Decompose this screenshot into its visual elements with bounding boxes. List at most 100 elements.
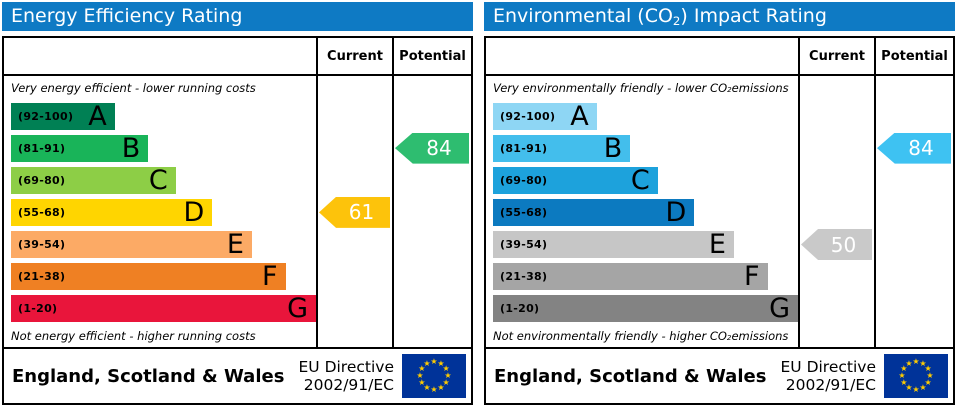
band-range-label: (69-80) — [18, 173, 66, 187]
flag-star: ★ — [898, 371, 906, 380]
rating-table: Current Potential Very energy efficient … — [2, 36, 473, 405]
band-row: (92-100) A — [493, 100, 798, 132]
band-row: (39-54) E — [493, 229, 798, 261]
band-letter: B — [121, 132, 141, 164]
band-row: (55-68) D — [11, 196, 316, 228]
flag-star: ★ — [912, 357, 920, 366]
band-letter: A — [570, 100, 589, 132]
current-rating-arrow: 61 — [319, 196, 390, 228]
band-letter: C — [630, 164, 650, 196]
top-caption-suffix: emissions — [731, 81, 789, 95]
rating-band-e: (39-54) E — [11, 229, 252, 261]
band-row: (81-91) B — [493, 132, 798, 164]
band-range-label: (21-38) — [18, 270, 66, 284]
bottom-caption-text: Not energy efficient - higher running co… — [11, 329, 256, 343]
rating-band-f: (21-38) F — [11, 261, 286, 293]
band-letter: C — [148, 164, 168, 196]
band-letter: B — [603, 132, 623, 164]
band-range-label: (69-80) — [500, 173, 548, 187]
panel-title: Environmental (CO2) Impact Rating — [484, 2, 955, 31]
rating-band-g: (1-20) G — [11, 295, 316, 323]
band-range-label: (39-54) — [18, 238, 66, 252]
potential-column-header: Potential — [392, 38, 471, 76]
eu-directive-label: EU Directive 2002/91/EC — [781, 358, 877, 395]
rating-band-a: (92-100) A — [11, 100, 115, 132]
rating-band-b: (81-91) B — [493, 132, 631, 164]
band-row: (69-80) C — [493, 164, 798, 196]
band-range-label: (92-100) — [500, 109, 556, 123]
band-range-label: (1-20) — [18, 302, 58, 316]
top-caption-text: Very energy efficient - lower running co… — [11, 81, 256, 95]
band-row: (21-38) F — [11, 261, 316, 293]
potential-rating-arrow: 84 — [877, 132, 951, 164]
rating-scale: Very environmentally friendly - lower CO… — [486, 76, 798, 347]
flag-star: ★ — [924, 378, 932, 387]
flag-star: ★ — [919, 358, 927, 368]
band-letter: D — [665, 196, 687, 228]
flag-star: ★ — [430, 357, 438, 366]
flag-star: ★ — [924, 364, 932, 373]
flag-star: ★ — [418, 378, 426, 387]
band-letter: F — [261, 261, 278, 293]
band-range-label: (81-91) — [18, 141, 66, 155]
bottom-caption-suffix: emissions — [731, 329, 789, 343]
environmental-impact-panel: Environmental (CO2) Impact Rating Curren… — [484, 2, 955, 405]
flag-star: ★ — [900, 364, 908, 373]
bottom-caption-subscript: 2 — [726, 333, 732, 343]
potential-rating-arrow: 84 — [395, 132, 469, 164]
band-row: (69-80) C — [11, 164, 316, 196]
band-range-label: (81-91) — [500, 141, 548, 155]
band-letter: E — [226, 229, 244, 261]
eu-directive-line1: EU Directive — [780, 357, 877, 376]
energy-efficiency-panel: Energy Efficiency Rating Current Potenti… — [2, 2, 473, 405]
rating-band-c: (69-80) C — [493, 164, 658, 196]
top-caption: Very energy efficient - lower running co… — [4, 76, 316, 100]
bottom-caption-text: Not environmentally friendly - higher CO — [493, 329, 727, 343]
eu-directive-line1: EU Directive — [298, 357, 395, 376]
rating-band-b: (81-91) B — [11, 132, 149, 164]
band-row: (1-20) G — [493, 293, 798, 325]
band-letter: F — [743, 261, 760, 293]
band-letter: A — [88, 100, 107, 132]
potential-column: 84 — [392, 76, 471, 347]
flag-star: ★ — [437, 383, 445, 393]
flag-star: ★ — [926, 371, 934, 380]
band-row: (55-68) D — [493, 196, 798, 228]
rating-band-g: (1-20) G — [493, 293, 798, 325]
current-column-header: Current — [798, 38, 874, 76]
current-column-header: Current — [316, 38, 392, 76]
top-caption-subscript: 2 — [727, 85, 732, 95]
band-letter: G — [769, 293, 790, 325]
bottom-caption: Not environmentally friendly - higher CO… — [486, 325, 798, 347]
rating-table: Current Potential Very environmentally f… — [484, 36, 955, 405]
rating-band-d: (55-68) D — [11, 198, 213, 226]
band-range-label: (39-54) — [500, 238, 548, 252]
current-column: 50 — [798, 76, 874, 347]
eu-directive-line2: 2002/91/EC — [785, 376, 876, 394]
band-range-label: (55-68) — [18, 205, 66, 219]
band-range-label: (92-100) — [18, 109, 74, 123]
band-row: (81-91) B — [11, 132, 316, 164]
top-caption-text: Very environmentally friendly - lower CO — [493, 81, 728, 95]
rating-band-d: (55-68) D — [493, 196, 695, 228]
flag-star: ★ — [912, 385, 920, 394]
flag-star: ★ — [442, 364, 450, 373]
band-range-label: (1-20) — [500, 302, 540, 316]
rating-band-c: (69-80) C — [11, 164, 176, 196]
eu-directive-label: EU Directive 2002/91/EC — [299, 358, 395, 395]
flag-star: ★ — [905, 358, 913, 368]
band-range-label: (21-38) — [500, 270, 548, 284]
bottom-caption: Not energy efficient - higher running co… — [4, 325, 316, 347]
current-rating-arrow: 50 — [801, 229, 872, 261]
region-label: England, Scotland & Wales — [494, 365, 767, 387]
panel-title: Energy Efficiency Rating — [2, 2, 473, 31]
footer: England, Scotland & Wales EU Directive 2… — [4, 347, 471, 403]
band-row: (39-54) E — [11, 229, 316, 261]
panel-title-suffix: ) Impact Rating — [680, 5, 827, 27]
eu-directive-line2: 2002/91/EC — [303, 376, 394, 394]
flag-star: ★ — [444, 371, 452, 380]
flag-star: ★ — [919, 383, 927, 393]
flag-star: ★ — [900, 378, 908, 387]
potential-column: 84 — [874, 76, 953, 347]
